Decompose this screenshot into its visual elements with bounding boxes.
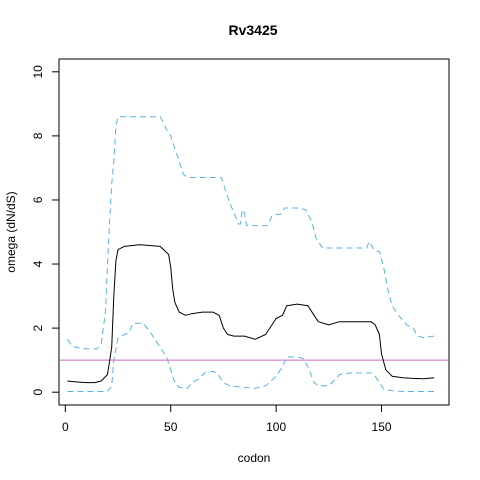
x-tick-label: 100	[266, 420, 286, 434]
x-tick-label: 50	[164, 420, 178, 434]
y-axis: 0 2 4 6 8 10	[31, 65, 60, 396]
y-tick-label: 8	[31, 132, 45, 139]
x-tick-label: 0	[62, 420, 69, 434]
y-tick-label: 4	[31, 260, 45, 267]
estimate-line	[67, 244, 435, 384]
x-axis: 0 50 100 150	[62, 404, 392, 434]
y-tick-label: 6	[31, 196, 45, 203]
y-tick-label: 2	[31, 324, 45, 331]
x-axis-label: codon	[238, 451, 271, 465]
y-tick-label: 10	[31, 65, 45, 79]
series-layer	[59, 116, 449, 392]
upper-bound-line	[66, 116, 435, 350]
lower-bound-line	[67, 322, 435, 392]
y-tick-label: 0	[31, 389, 45, 396]
plot-frame	[58, 58, 450, 406]
chart-title: Rv3425	[228, 22, 277, 38]
y-axis-label: omega (dN/dS)	[4, 191, 18, 272]
x-tick-label: 150	[372, 420, 392, 434]
